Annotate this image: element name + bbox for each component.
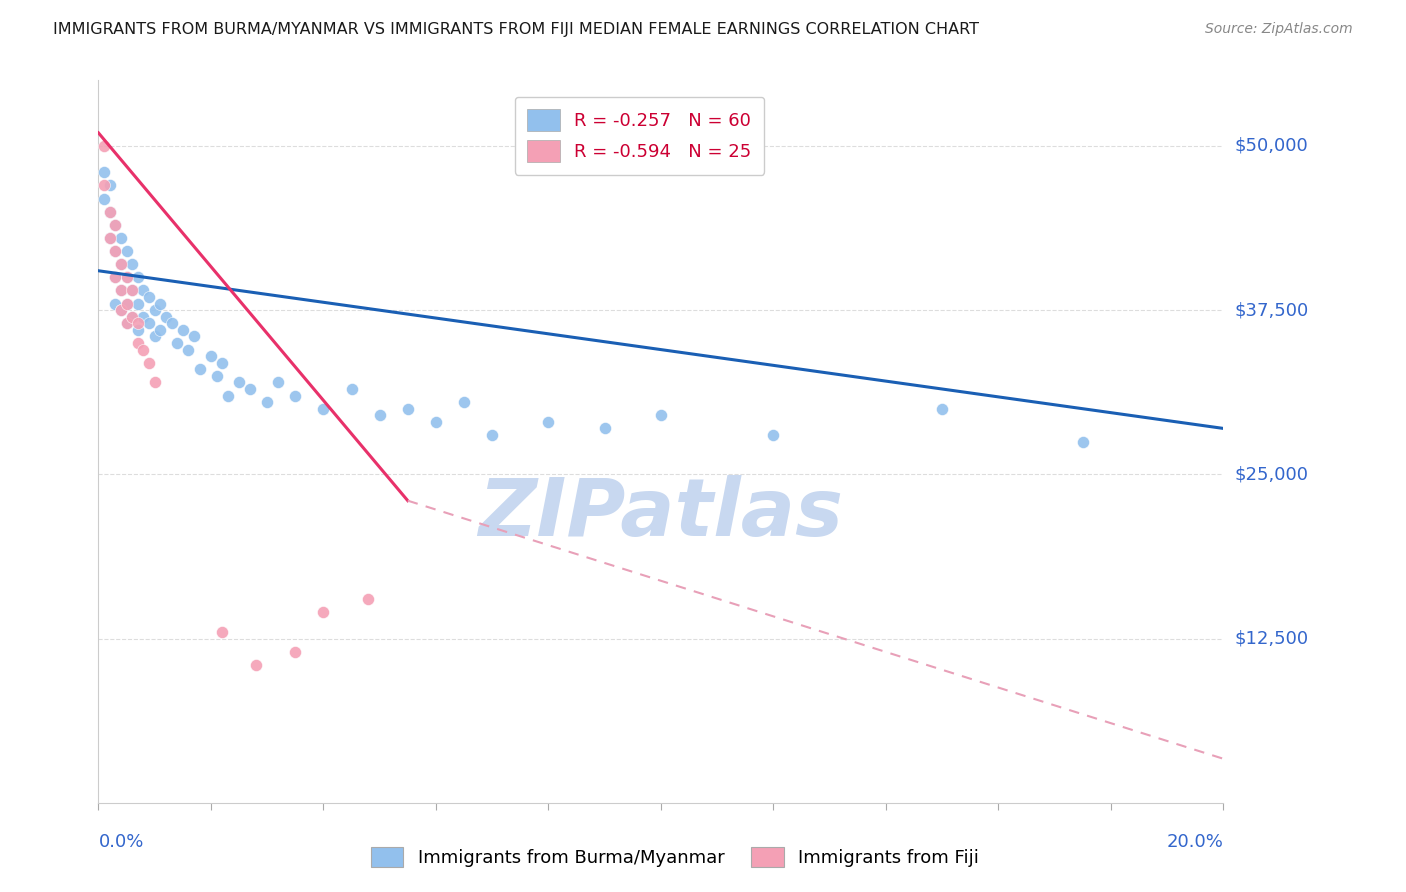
- Point: [425, 415, 447, 429]
- Point: [138, 290, 160, 304]
- Point: [228, 376, 250, 390]
- Point: [166, 336, 188, 351]
- Point: [650, 409, 672, 423]
- Point: [143, 376, 166, 390]
- Point: [121, 284, 143, 298]
- Text: ZIPatlas: ZIPatlas: [478, 475, 844, 553]
- Point: [200, 349, 222, 363]
- Point: [312, 605, 335, 619]
- Text: 20.0%: 20.0%: [1167, 833, 1223, 851]
- Point: [104, 270, 127, 285]
- Point: [284, 388, 307, 402]
- Point: [115, 316, 138, 330]
- Point: [340, 382, 363, 396]
- Point: [138, 316, 160, 330]
- Point: [368, 409, 391, 423]
- Point: [93, 165, 115, 179]
- Point: [312, 401, 335, 416]
- Point: [110, 284, 132, 298]
- Point: [177, 343, 200, 357]
- Point: [104, 218, 127, 232]
- Point: [211, 625, 233, 640]
- Point: [110, 257, 132, 271]
- Point: [132, 310, 155, 324]
- Point: [481, 428, 503, 442]
- Point: [104, 244, 127, 258]
- Point: [205, 368, 228, 383]
- Point: [267, 376, 290, 390]
- Point: [143, 329, 166, 343]
- Point: [115, 244, 138, 258]
- Point: [217, 388, 239, 402]
- Text: 0.0%: 0.0%: [98, 833, 143, 851]
- Point: [149, 323, 172, 337]
- Point: [110, 303, 132, 318]
- Point: [104, 296, 127, 310]
- Point: [284, 645, 307, 659]
- Point: [121, 310, 143, 324]
- Point: [110, 231, 132, 245]
- Point: [453, 395, 475, 409]
- Point: [183, 329, 205, 343]
- Point: [121, 257, 143, 271]
- Point: [931, 401, 953, 416]
- Point: [115, 316, 138, 330]
- Text: IMMIGRANTS FROM BURMA/MYANMAR VS IMMIGRANTS FROM FIJI MEDIAN FEMALE EARNINGS COR: IMMIGRANTS FROM BURMA/MYANMAR VS IMMIGRA…: [53, 22, 980, 37]
- Point: [357, 592, 380, 607]
- Point: [149, 296, 172, 310]
- Point: [127, 270, 149, 285]
- Text: $37,500: $37,500: [1234, 301, 1309, 319]
- Point: [98, 231, 121, 245]
- Point: [115, 296, 138, 310]
- Point: [115, 270, 138, 285]
- Point: [160, 316, 183, 330]
- Point: [104, 270, 127, 285]
- Point: [155, 310, 177, 324]
- Point: [211, 356, 233, 370]
- Point: [98, 204, 121, 219]
- Point: [115, 296, 138, 310]
- Point: [138, 356, 160, 370]
- Text: Source: ZipAtlas.com: Source: ZipAtlas.com: [1205, 22, 1353, 37]
- Point: [132, 284, 155, 298]
- Point: [537, 415, 560, 429]
- Point: [98, 178, 121, 193]
- Point: [110, 257, 132, 271]
- Text: $12,500: $12,500: [1234, 630, 1309, 648]
- Point: [98, 231, 121, 245]
- Point: [132, 343, 155, 357]
- Point: [127, 336, 149, 351]
- Point: [172, 323, 194, 337]
- Text: $50,000: $50,000: [1234, 137, 1308, 155]
- Point: [127, 316, 149, 330]
- Point: [256, 395, 278, 409]
- Point: [104, 218, 127, 232]
- Text: $25,000: $25,000: [1234, 466, 1309, 483]
- Point: [127, 296, 149, 310]
- Point: [143, 303, 166, 318]
- Point: [593, 421, 616, 435]
- Point: [762, 428, 785, 442]
- Point: [98, 204, 121, 219]
- Point: [121, 284, 143, 298]
- Point: [1071, 434, 1094, 449]
- Point: [245, 657, 267, 672]
- Point: [239, 382, 262, 396]
- Point: [93, 139, 115, 153]
- Legend: R = -0.257   N = 60, R = -0.594   N = 25: R = -0.257 N = 60, R = -0.594 N = 25: [515, 96, 765, 175]
- Point: [93, 178, 115, 193]
- Point: [110, 284, 132, 298]
- Point: [121, 310, 143, 324]
- Point: [127, 323, 149, 337]
- Point: [396, 401, 419, 416]
- Point: [110, 303, 132, 318]
- Point: [115, 270, 138, 285]
- Legend: Immigrants from Burma/Myanmar, Immigrants from Fiji: Immigrants from Burma/Myanmar, Immigrant…: [361, 838, 988, 876]
- Point: [104, 244, 127, 258]
- Point: [188, 362, 211, 376]
- Point: [93, 192, 115, 206]
